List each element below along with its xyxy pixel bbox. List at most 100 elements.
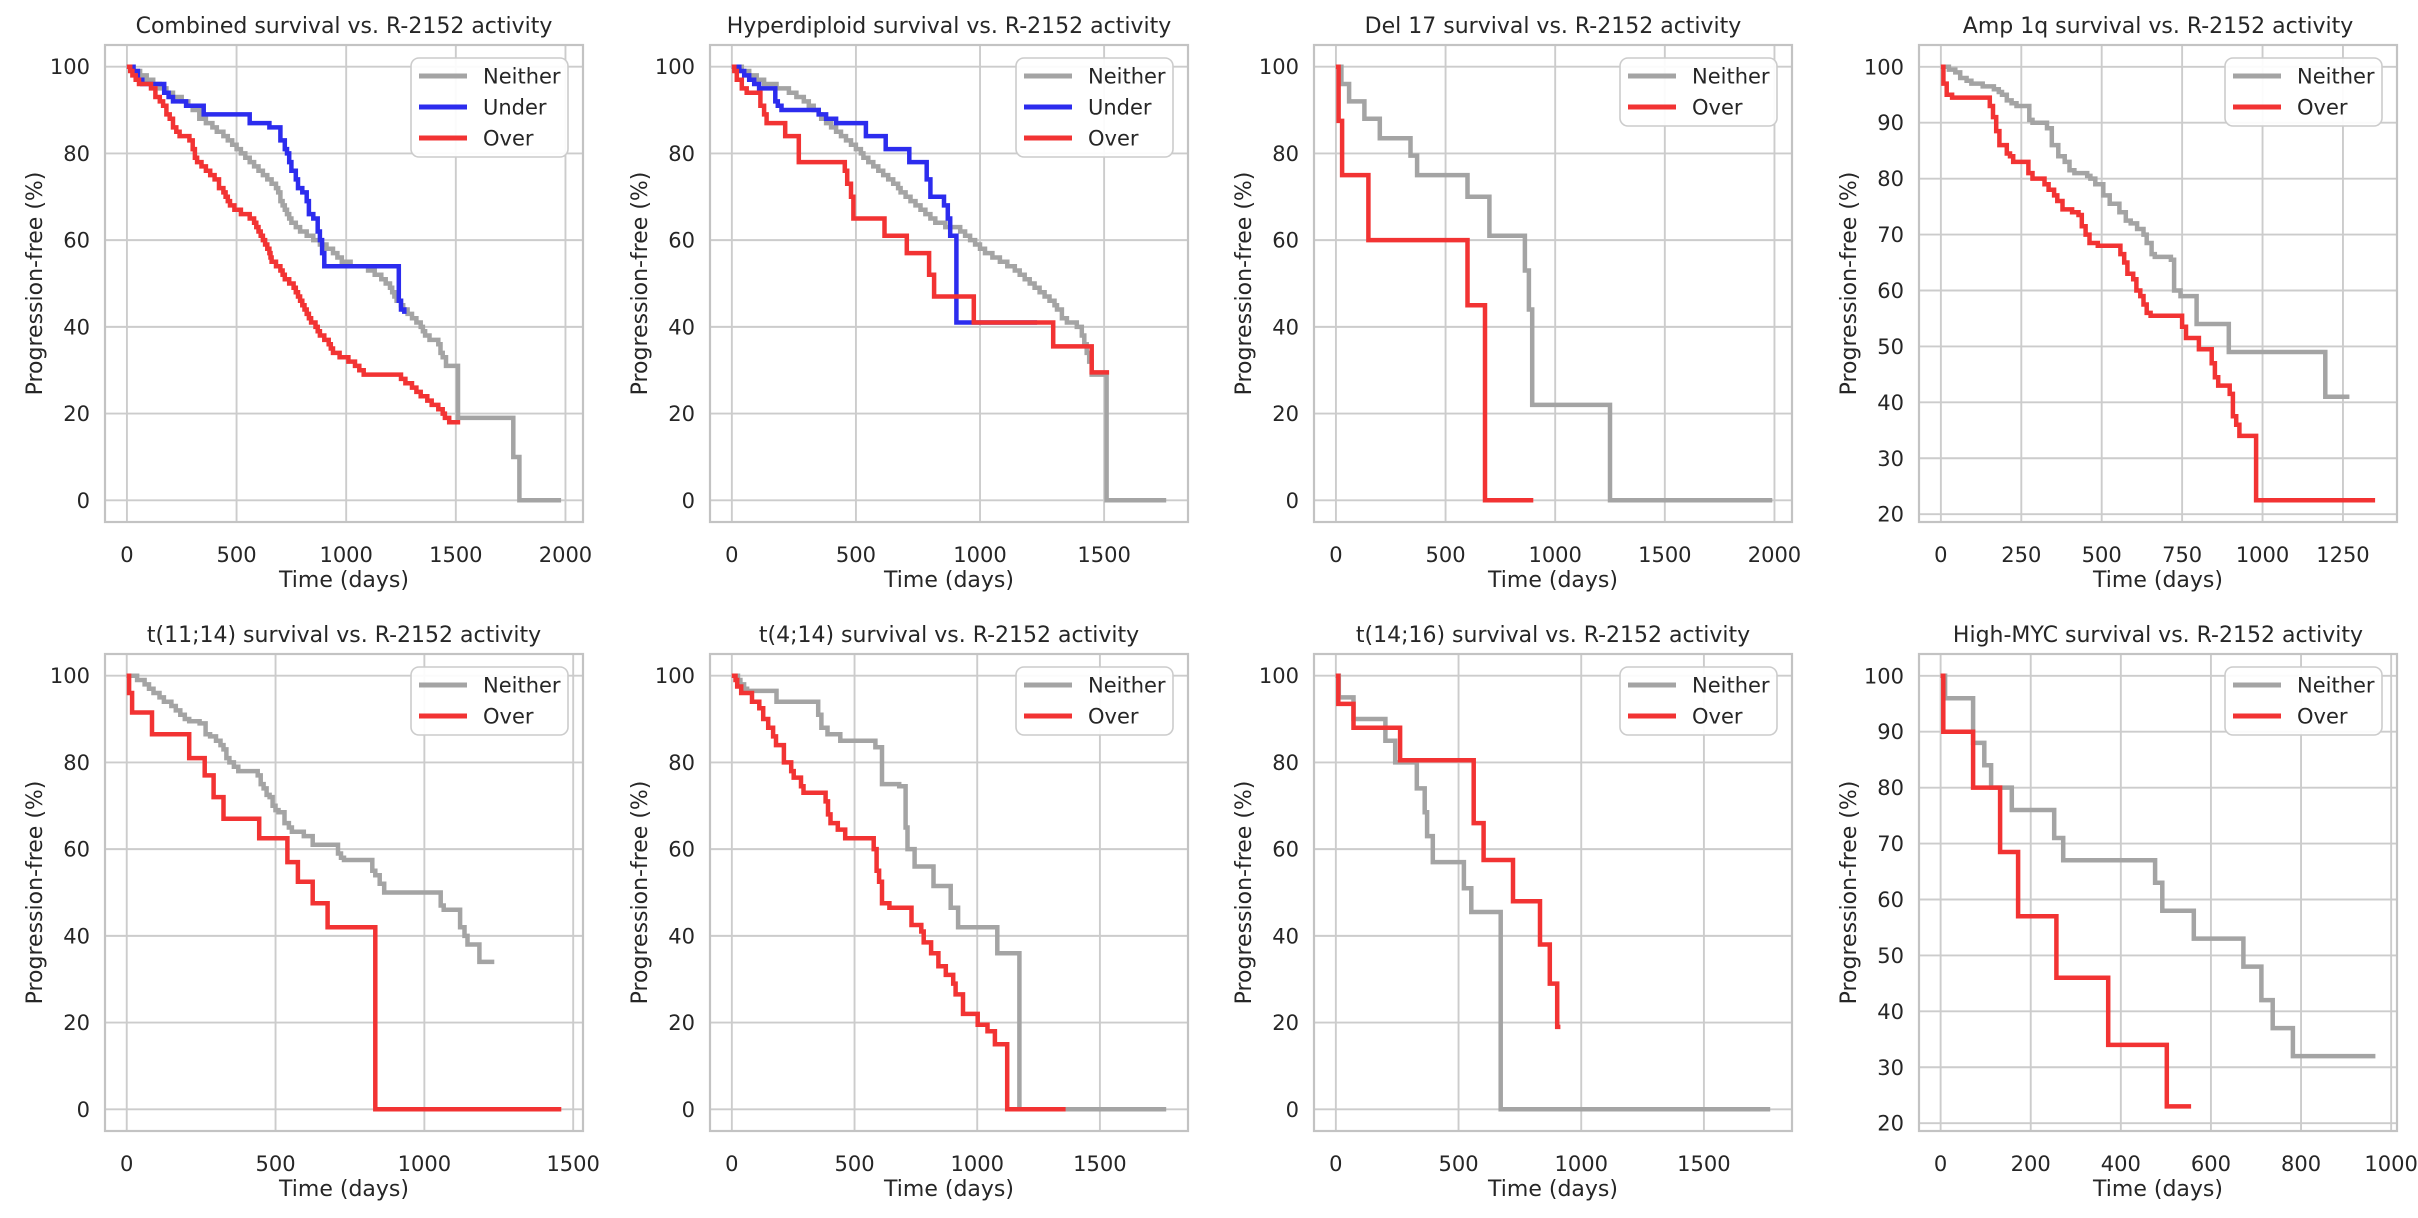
x-tick-label: 800 [2280, 1152, 2320, 1176]
x-tick-label: 500 [2081, 543, 2121, 567]
series-line-neither [731, 673, 1166, 1112]
y-tick-label: 20 [1272, 402, 1299, 426]
legend-label: Neither [1088, 65, 1166, 89]
x-tick-label: 600 [2190, 1152, 2230, 1176]
y-tick-label: 80 [668, 751, 695, 775]
y-tick-label: 90 [1877, 111, 1904, 135]
x-axis-label: Time (days) [278, 1177, 409, 1202]
y-axis-label: Progression-free (%) [1232, 172, 1257, 396]
x-tick-label: 500 [835, 543, 875, 567]
y-tick-label: 100 [1863, 55, 1903, 79]
y-axis-label: Progression-free (%) [1232, 781, 1257, 1005]
legend-label: Neither [2297, 65, 2375, 89]
y-tick-label: 40 [668, 924, 695, 948]
plot-border [1312, 43, 1794, 524]
x-tick-label: 1500 [1677, 1152, 1730, 1176]
x-tick-label: 0 [1329, 543, 1342, 567]
series-line-neither [126, 673, 495, 965]
y-tick-label: 70 [1877, 223, 1904, 247]
y-tick-label: 40 [1272, 924, 1299, 948]
x-tick-label: 1000 [953, 543, 1006, 567]
x-tick-label: 1000 [398, 1152, 451, 1176]
x-tick-label: 2000 [539, 543, 592, 567]
y-tick-label: 60 [668, 838, 695, 862]
y-tick-label: 100 [50, 664, 90, 688]
y-tick-label: 20 [668, 1011, 695, 1035]
series-line-over [1335, 673, 1561, 1030]
y-tick-label: 80 [1272, 142, 1299, 166]
x-tick-label: 500 [1438, 1152, 1478, 1176]
y-tick-label: 50 [1877, 944, 1904, 968]
y-tick-label: 80 [1877, 776, 1904, 800]
y-tick-label: 0 [77, 489, 90, 513]
x-tick-label: 1500 [1077, 543, 1130, 567]
x-tick-label: 0 [120, 543, 133, 567]
x-axis-label: Time (days) [2092, 568, 2223, 593]
y-tick-label: 100 [50, 55, 90, 79]
y-tick-label: 40 [1877, 391, 1904, 415]
legend: Neither Under Over [410, 57, 569, 158]
y-tick-label: 100 [1863, 664, 1903, 688]
chart-title: Hyperdiploid survival vs. R-2152 activit… [726, 14, 1170, 39]
legend-label: Neither [483, 65, 561, 89]
legend-label: Over [1088, 127, 1139, 151]
chart-panel-6: Neither Over t(14;16) survival vs. R-2152 … [1209, 609, 1814, 1218]
x-tick-label: 1250 [2316, 543, 2369, 567]
legend-label: Under [1088, 96, 1152, 120]
x-tick-label: 1000 [1528, 543, 1581, 567]
legend-label: Under [483, 96, 547, 120]
series-line-neither [126, 64, 562, 503]
series-line-over [1335, 64, 1534, 503]
y-tick-label: 0 [77, 1098, 90, 1122]
y-axis-label: Progression-free (%) [23, 781, 48, 1005]
chart-svg-0: Neither Under Over Combined survival vs. R-… [23, 14, 592, 593]
y-tick-label: 20 [1877, 503, 1904, 527]
y-tick-label: 70 [1877, 832, 1904, 856]
y-tick-label: 60 [63, 838, 90, 862]
y-tick-label: 90 [1877, 720, 1904, 744]
x-tick-label: 0 [725, 543, 738, 567]
legend-label: Over [1692, 705, 1743, 729]
x-axis-label: Time (days) [1487, 568, 1618, 593]
chart-svg-7: Neither Over High-MYC survival vs. R-2152 … [1837, 623, 2418, 1202]
plot-border [103, 43, 585, 524]
y-axis-label: Progression-free (%) [1837, 781, 1862, 1005]
series-line-neither [1940, 673, 2375, 1059]
y-tick-label: 60 [1877, 888, 1904, 912]
series-line-over [126, 64, 461, 425]
y-tick-label: 100 [1259, 55, 1299, 79]
y-tick-label: 0 [1286, 1098, 1299, 1122]
series-line-under [731, 64, 1037, 325]
x-tick-label: 400 [2100, 1152, 2140, 1176]
series-line-under [126, 64, 407, 314]
y-tick-label: 40 [1877, 1000, 1904, 1024]
chart-panel-2: Neither Over Del 17 survival vs. R-2152 ac… [1209, 0, 1814, 609]
legend-label: Neither [1692, 65, 1770, 89]
y-tick-label: 0 [681, 1098, 694, 1122]
x-tick-label: 500 [834, 1152, 874, 1176]
x-tick-label: 1500 [1073, 1152, 1126, 1176]
y-tick-label: 50 [1877, 335, 1904, 359]
legend: Neither Over [2223, 666, 2383, 736]
series-line-neither [1335, 64, 1773, 503]
series-line-over [1940, 64, 2375, 503]
y-tick-label: 30 [1877, 1056, 1904, 1080]
x-tick-label: 1500 [429, 543, 482, 567]
y-tick-label: 60 [668, 229, 695, 253]
y-tick-label: 60 [1272, 229, 1299, 253]
y-tick-label: 20 [1272, 1011, 1299, 1035]
x-axis-label: Time (days) [883, 1177, 1014, 1202]
x-tick-label: 0 [1933, 1152, 1946, 1176]
y-tick-label: 40 [63, 924, 90, 948]
chart-title: t(4;14) survival vs. R-2152 activity [758, 623, 1138, 648]
y-tick-label: 20 [1877, 1112, 1904, 1136]
x-tick-label: 1500 [546, 1152, 599, 1176]
plot-border [708, 43, 1189, 524]
chart-svg-2: Neither Over Del 17 survival vs. R-2152 ac… [1232, 14, 1801, 593]
y-tick-label: 80 [1272, 751, 1299, 775]
series-line-neither [1335, 673, 1771, 1112]
chart-title: t(11;14) survival vs. R-2152 activity [147, 623, 541, 648]
series-line-over [126, 673, 562, 1112]
x-tick-label: 1000 [2364, 1152, 2417, 1176]
legend-box [1014, 57, 1174, 158]
